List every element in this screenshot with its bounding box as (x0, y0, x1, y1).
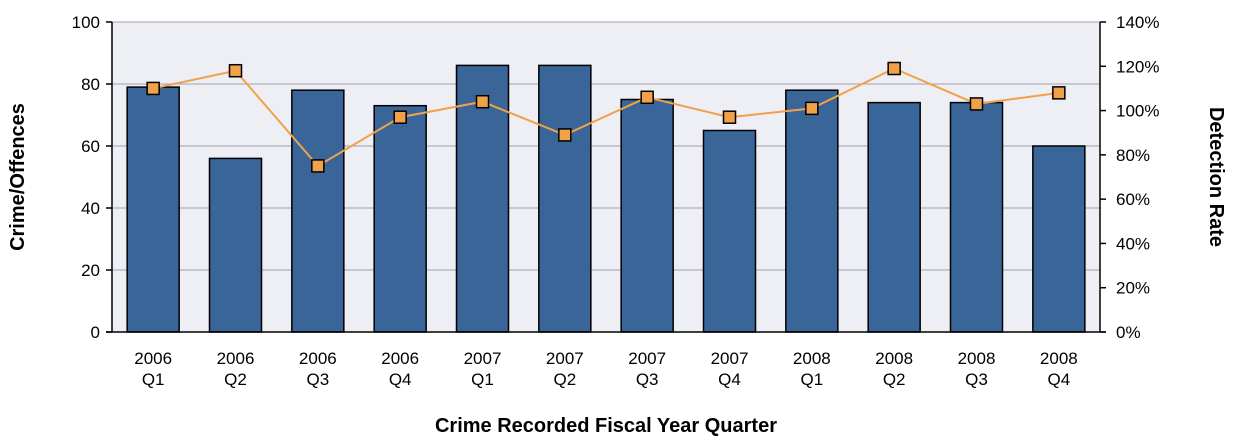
bar (208, 157, 263, 333)
line-series (146, 61, 1066, 173)
x-tick-label: 2006 Q1 (134, 349, 172, 389)
y-tick-label: 40 (81, 199, 100, 218)
y2-tick-label: 40% (1116, 234, 1150, 253)
bar (126, 86, 180, 333)
line-point (393, 110, 407, 124)
line-point (969, 97, 984, 111)
line-point (475, 94, 490, 109)
bar (867, 101, 921, 333)
line-point (640, 90, 654, 105)
y-tick-label: 80 (81, 75, 100, 94)
line-point (228, 63, 243, 78)
x-tick-label: 2008 Q3 (958, 349, 996, 389)
line-point (805, 101, 819, 116)
bar (785, 89, 839, 333)
line-point (311, 159, 325, 173)
x-axis-ticks: 2006 Q1 2006 Q2 2006 Q3 2006 Q4 2007 Q1 2007 Q2 2007… (134, 349, 1077, 389)
bar (949, 101, 1004, 333)
x-tick-label: 2007 Q4 (711, 349, 749, 389)
x-tick-label: 2008 Q2 (875, 349, 913, 389)
y2-tick-label: 100% (1116, 102, 1159, 121)
axes (106, 21, 1106, 333)
x-tick-label: 2008 Q4 (1040, 349, 1078, 389)
bar (538, 64, 592, 333)
x-tick-label: 2006 Q4 (381, 349, 419, 389)
x-tick-label: 2007 Q2 (546, 349, 584, 389)
y-tick-label: 100 (72, 13, 100, 32)
bar (620, 98, 674, 333)
line-point (146, 81, 160, 96)
y2-tick-label: 80% (1116, 146, 1150, 165)
x-tick-label: 2007 Q3 (628, 349, 666, 389)
y-tick-label: 60 (81, 137, 100, 156)
bar (291, 89, 345, 333)
bar (455, 64, 510, 333)
y2-axis-title: Detection Rate (1205, 107, 1227, 247)
gridlines (112, 21, 1100, 271)
y2-tick-label: 60% (1116, 190, 1150, 209)
right-axis-ticks: 0% 20% 40% 60% 80% 100% 120% 140% (1116, 13, 1159, 342)
left-axis-ticks: 0 20 40 60 80 100 (72, 13, 100, 342)
line-point (887, 61, 901, 76)
x-axis-title: Crime Recorded Fiscal Year Quarter (435, 415, 777, 437)
y2-tick-label: 120% (1116, 57, 1159, 76)
x-tick-label: 2008 Q1 (793, 349, 831, 389)
y-tick-label: 0 (91, 323, 100, 342)
y-axis-title: Crime/Offences (7, 103, 29, 251)
y2-tick-label: 0% (1116, 323, 1141, 342)
bar (702, 129, 757, 333)
plot-area (112, 22, 1100, 332)
x-tick-label: 2006 Q3 (299, 349, 337, 389)
x-tick-label: 2006 Q2 (217, 349, 255, 389)
line-point (558, 128, 572, 142)
y2-tick-label: 20% (1116, 279, 1150, 298)
line-point (722, 110, 737, 124)
detection-rate-line (152, 67, 1059, 168)
line-point (1052, 86, 1066, 100)
bar (373, 104, 427, 333)
x-tick-label: 2007 Q1 (464, 349, 502, 389)
y2-tick-label: 140% (1116, 13, 1159, 32)
bar (1032, 145, 1086, 333)
y-tick-label: 20 (81, 261, 100, 280)
bar-series (126, 64, 1086, 333)
